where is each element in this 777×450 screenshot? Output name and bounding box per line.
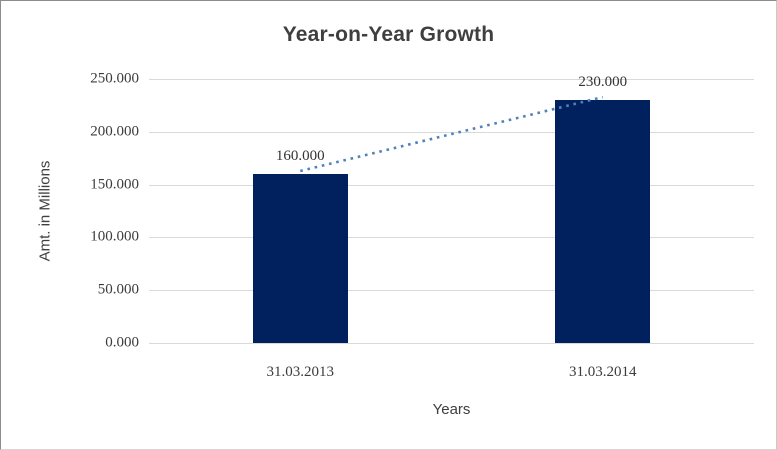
gridline xyxy=(149,343,754,344)
bar-value-label: 160.000 xyxy=(275,148,325,165)
chart-title: Year-on-Year Growth xyxy=(282,23,495,46)
x-axis-category-label: 31.03.2013 xyxy=(266,364,335,380)
bar-value-label: 230.000 xyxy=(578,74,628,91)
y-axis-tick-label: 250.000 xyxy=(90,70,139,87)
y-axis-tick-label: 150.000 xyxy=(90,176,139,193)
y-axis-tick-label: 50.000 xyxy=(97,281,139,298)
gridline xyxy=(149,184,754,186)
x-axis-title: Years xyxy=(432,401,471,418)
gridline xyxy=(149,237,754,239)
y-axis-tick-label: 200.000 xyxy=(90,123,139,140)
x-axis-category-label: 31.03.2014 xyxy=(569,364,637,380)
gridline xyxy=(149,131,754,133)
gridline xyxy=(149,290,754,292)
y-axis-tick-label: 100.000 xyxy=(90,228,139,245)
bar-31.03.2014 xyxy=(555,100,651,343)
y-axis-tick-label: 0.000 xyxy=(105,334,139,351)
bar-31.03.2013 xyxy=(252,174,348,343)
gridline xyxy=(149,79,754,80)
